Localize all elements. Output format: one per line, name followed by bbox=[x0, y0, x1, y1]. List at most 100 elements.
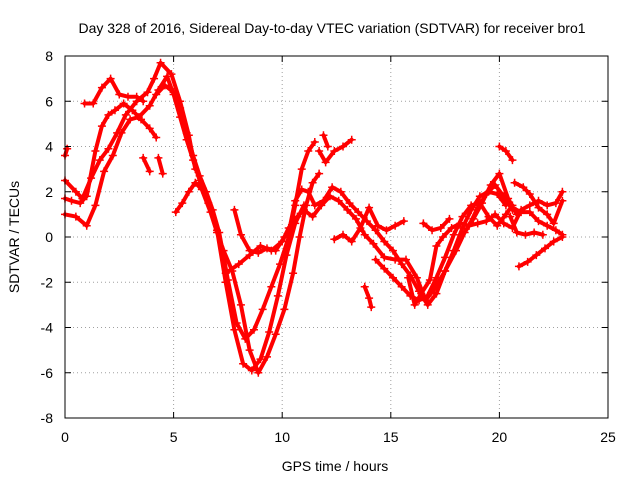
data-point-marker bbox=[445, 214, 454, 223]
data-point-marker bbox=[543, 210, 552, 219]
data-point-marker bbox=[206, 208, 215, 217]
data-point-marker bbox=[388, 273, 397, 282]
data-point-marker bbox=[236, 300, 245, 309]
data-point-marker bbox=[365, 203, 374, 212]
data-point-marker bbox=[265, 328, 274, 337]
data-point-marker bbox=[145, 101, 154, 110]
series-trace bbox=[63, 101, 159, 206]
data-point-marker bbox=[519, 183, 528, 192]
data-point-marker bbox=[525, 190, 534, 199]
data-point-marker bbox=[254, 368, 263, 377]
data-point-marker bbox=[397, 260, 406, 269]
data-point-marker bbox=[117, 128, 126, 137]
data-point-marker bbox=[126, 115, 135, 124]
series-trace bbox=[362, 284, 374, 310]
y-tick-label: 2 bbox=[45, 184, 53, 200]
data-point-marker bbox=[404, 273, 413, 282]
data-point-marker bbox=[467, 201, 476, 210]
data-point-marker bbox=[219, 246, 228, 255]
data-point-marker bbox=[234, 260, 243, 269]
series-trace bbox=[421, 216, 452, 233]
data-point-marker bbox=[380, 253, 389, 262]
data-point-marker bbox=[441, 253, 450, 262]
data-point-marker bbox=[97, 83, 106, 92]
data-point-marker bbox=[508, 156, 517, 165]
data-point-marker bbox=[310, 201, 319, 210]
data-point-marker bbox=[232, 318, 241, 327]
data-point-marker bbox=[371, 255, 380, 264]
data-point-marker bbox=[558, 233, 567, 241]
x-tick-label: 5 bbox=[170, 429, 178, 445]
data-point-marker bbox=[195, 171, 204, 180]
data-point-marker bbox=[330, 147, 339, 156]
series-trace bbox=[173, 171, 322, 375]
data-point-marker bbox=[491, 210, 500, 219]
data-point-marker bbox=[280, 305, 289, 314]
series-arc-6 bbox=[139, 153, 154, 176]
data-point-marker bbox=[501, 147, 510, 156]
data-point-marker bbox=[80, 99, 89, 108]
data-point-marker bbox=[365, 294, 374, 303]
data-point-marker bbox=[163, 72, 172, 81]
data-point-marker bbox=[473, 203, 482, 212]
y-axis-label: SDTVAR / TECUs bbox=[6, 181, 22, 293]
data-point-marker bbox=[339, 142, 348, 151]
data-point-marker bbox=[432, 273, 441, 282]
series-trace bbox=[516, 235, 565, 269]
data-point-marker bbox=[262, 352, 271, 361]
data-point-marker bbox=[521, 230, 530, 239]
data-point-marker bbox=[273, 291, 282, 300]
data-point-marker bbox=[310, 137, 319, 146]
series-arc-11 bbox=[230, 205, 289, 257]
data-point-marker bbox=[367, 303, 376, 312]
data-point-marker bbox=[139, 97, 148, 106]
data-point-marker bbox=[152, 133, 161, 142]
data-point-marker bbox=[297, 185, 306, 194]
data-point-marker bbox=[423, 291, 432, 300]
data-point-marker bbox=[139, 153, 148, 162]
data-point-marker bbox=[171, 208, 180, 217]
data-point-marker bbox=[410, 300, 419, 309]
data-point-marker bbox=[525, 208, 534, 217]
data-point-marker bbox=[336, 187, 345, 196]
data-point-marker bbox=[213, 228, 222, 237]
data-point-marker bbox=[334, 196, 343, 205]
data-point-marker bbox=[425, 275, 434, 284]
data-point-marker bbox=[380, 264, 389, 273]
data-point-marker bbox=[308, 178, 317, 187]
x-axis-label: GPS time / hours bbox=[282, 458, 389, 474]
data-point-marker bbox=[347, 135, 356, 144]
y-tick-label: -2 bbox=[41, 274, 54, 290]
data-point-marker bbox=[493, 221, 502, 230]
data-point-marker bbox=[319, 131, 328, 140]
data-point-marker bbox=[543, 221, 552, 230]
data-point-marker bbox=[464, 221, 473, 230]
data-point-marker bbox=[534, 217, 543, 226]
data-point-marker bbox=[91, 201, 100, 210]
data-point-marker bbox=[95, 156, 104, 165]
data-point-marker bbox=[473, 219, 482, 228]
series-arc-21 bbox=[495, 142, 517, 165]
data-point-marker bbox=[417, 289, 426, 298]
data-point-marker bbox=[106, 74, 115, 83]
data-point-marker bbox=[534, 203, 543, 212]
data-point-marker bbox=[432, 242, 441, 251]
data-point-marker bbox=[245, 346, 254, 355]
series-trace bbox=[501, 196, 565, 237]
data-point-marker bbox=[223, 275, 232, 284]
x-tick-label: 0 bbox=[61, 429, 69, 445]
data-point-marker bbox=[319, 196, 328, 205]
data-point-marker bbox=[549, 237, 558, 246]
data-point-marker bbox=[158, 169, 167, 178]
data-point-marker bbox=[119, 99, 128, 108]
series-arc-19 bbox=[419, 214, 454, 235]
data-point-marker bbox=[523, 257, 532, 266]
series-arc-9 bbox=[171, 169, 324, 377]
data-point-marker bbox=[291, 196, 300, 205]
data-point-marker bbox=[230, 325, 239, 334]
data-point-marker bbox=[156, 58, 165, 67]
data-point-marker bbox=[449, 246, 458, 255]
data-point-marker bbox=[514, 262, 523, 271]
series-arc-13 bbox=[315, 135, 356, 167]
